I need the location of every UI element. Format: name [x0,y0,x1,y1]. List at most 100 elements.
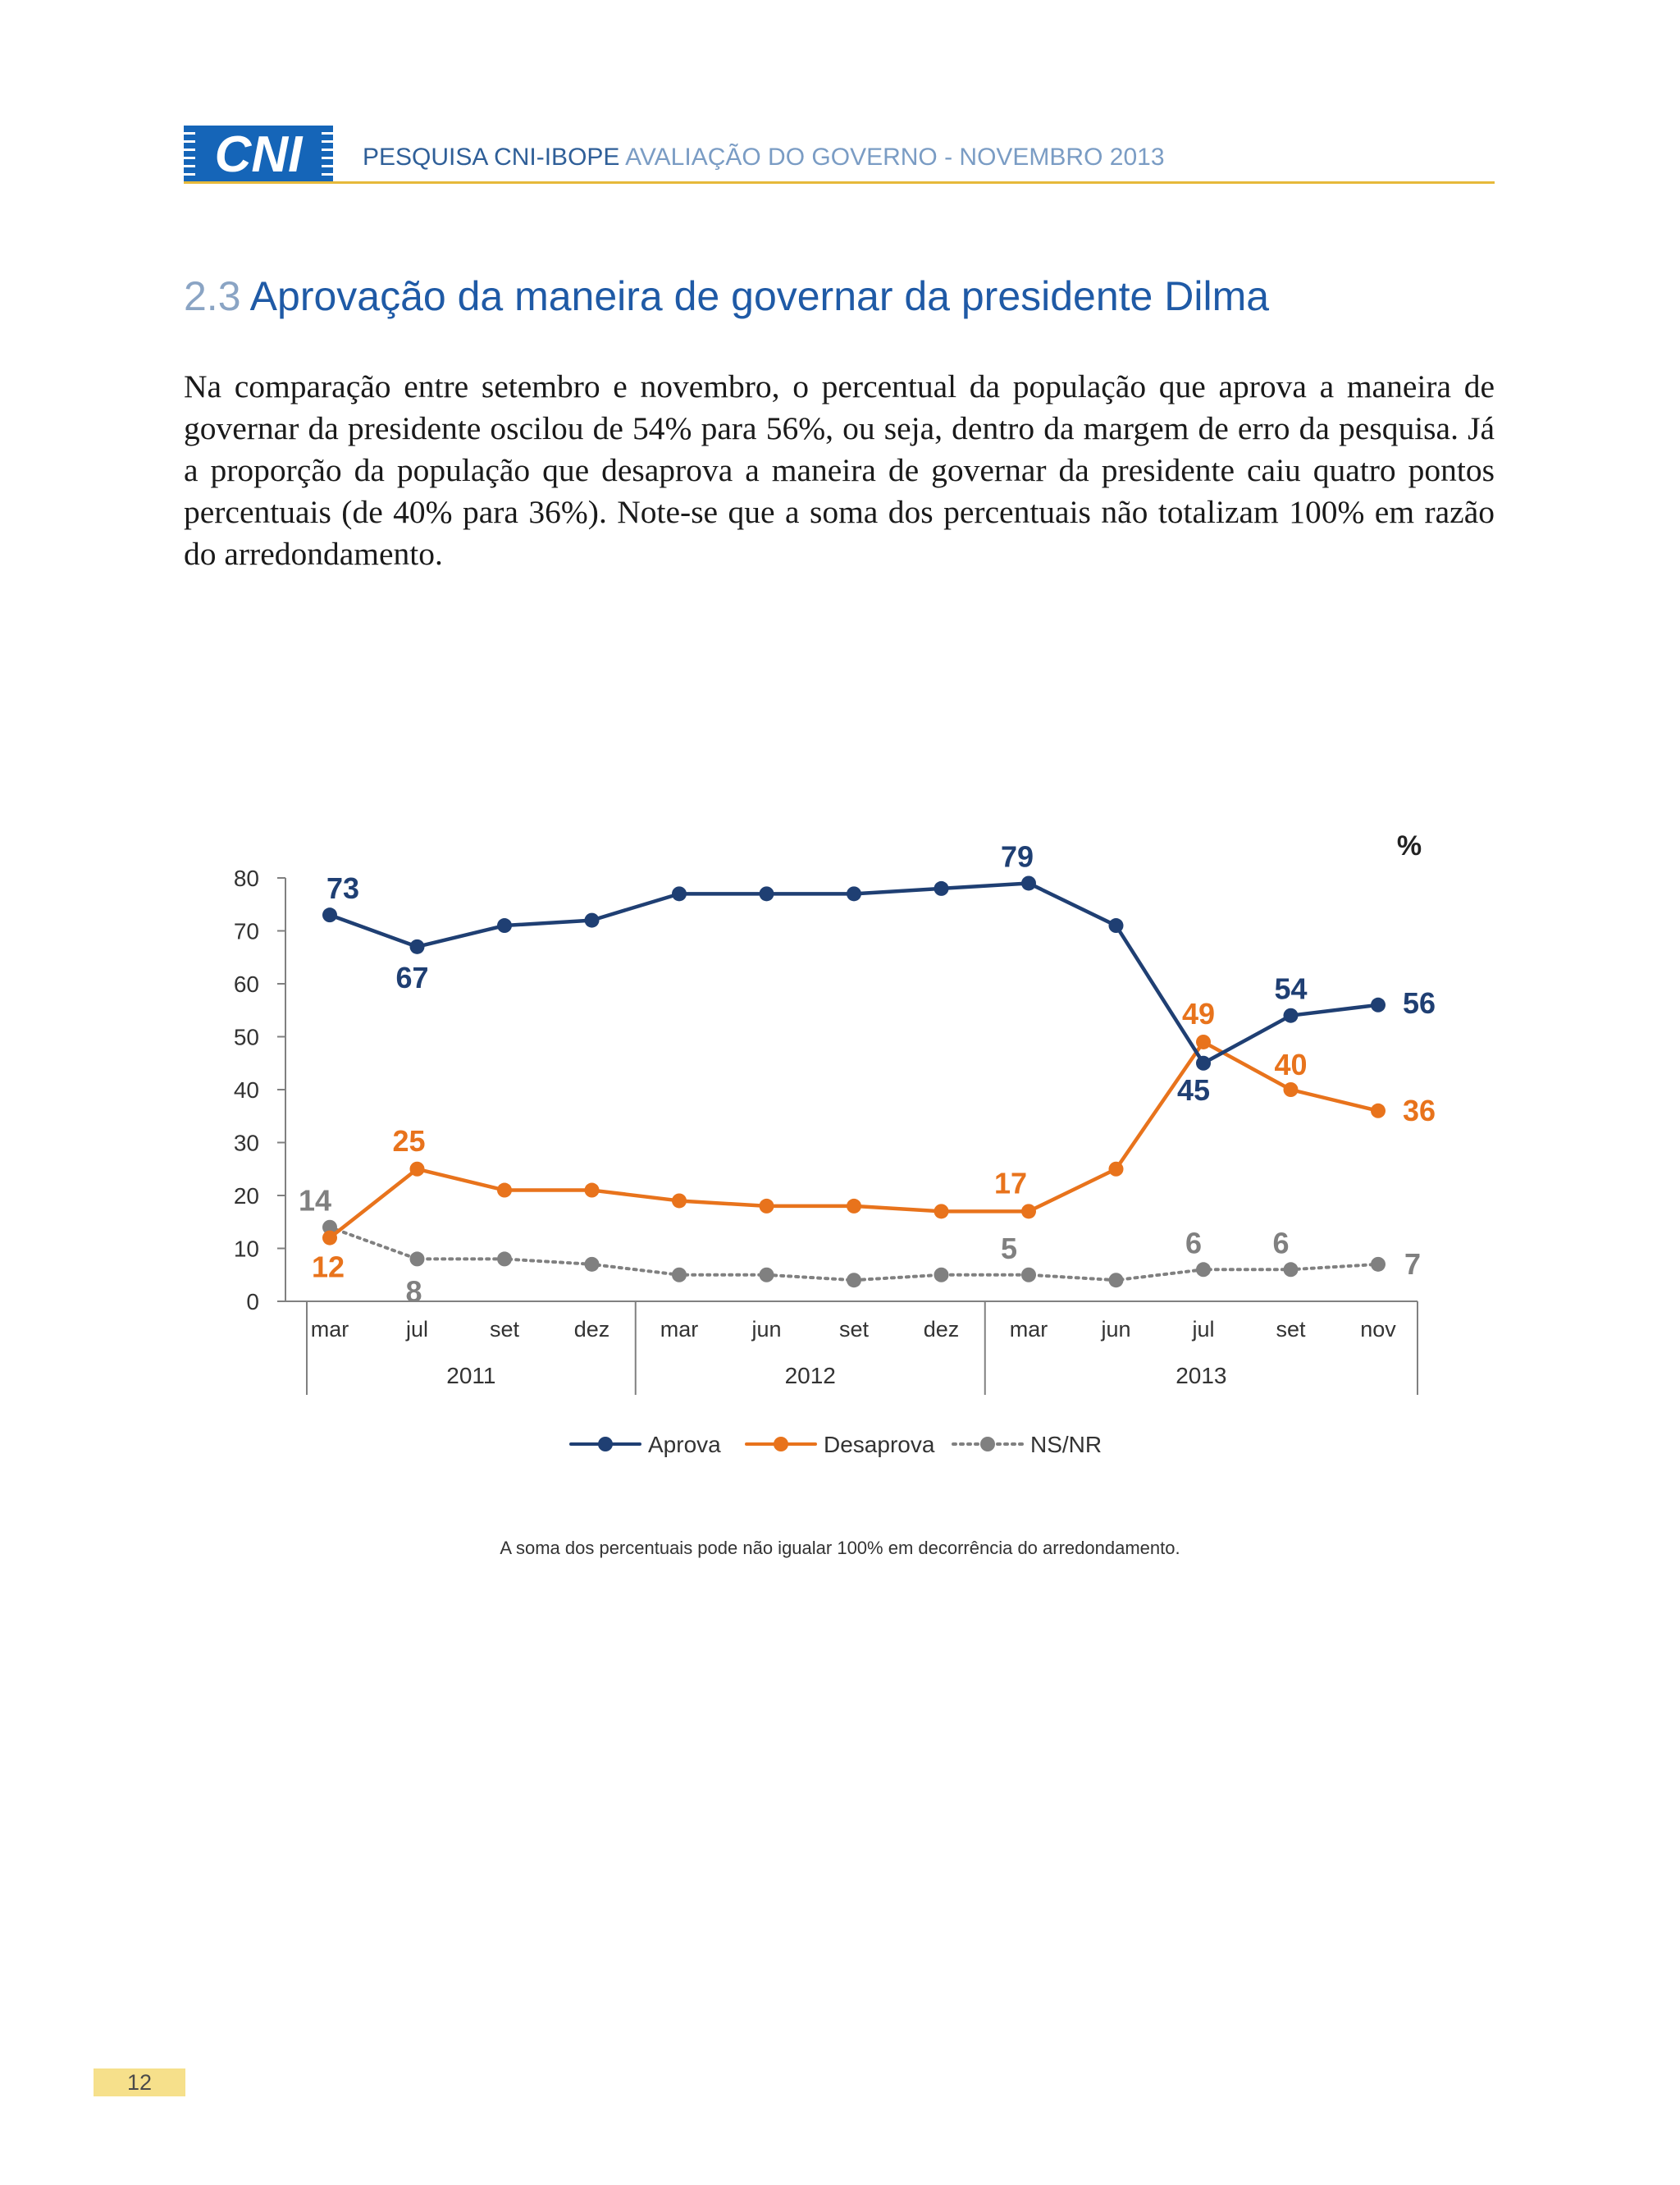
data-label: 36 [1403,1094,1436,1127]
legend-swatch-marker [774,1437,788,1451]
y-tick-label: 20 [234,1183,259,1209]
data-point [1021,875,1036,891]
data-point [1021,1204,1036,1219]
header-title-light: AVALIAÇÃO DO GOVERNO - NOVEMBRO 2013 [625,144,1165,171]
series-line-aprova [327,881,1381,1065]
data-label: 7 [1404,1247,1421,1281]
data-point [322,1230,337,1246]
data-point [672,1193,687,1209]
year-group-label: 2013 [1176,1363,1226,1388]
data-point [1371,997,1386,1013]
data-point [672,1267,687,1282]
data-point [1371,1103,1386,1118]
y-tick-label: 40 [234,1077,259,1103]
y-tick-label: 60 [234,971,259,997]
data-point [1108,1273,1124,1288]
header-rule [184,181,1495,184]
data-point [1108,1161,1124,1177]
data-label: 54 [1274,972,1307,1006]
x-tick-label: jun [1100,1317,1130,1342]
y-tick-label: 30 [234,1131,259,1156]
data-label: 8 [405,1274,422,1308]
data-point [322,907,337,923]
x-tick-label: dez [924,1317,960,1342]
x-tick-label: set [490,1317,520,1342]
data-point [847,1198,861,1214]
data-point [322,1219,337,1235]
data-point [409,1251,425,1267]
data-label: 14 [299,1184,331,1218]
x-tick-label: dez [574,1317,610,1342]
x-tick-label: nov [1360,1317,1396,1342]
data-label: 49 [1182,997,1215,1031]
data-point [409,1161,425,1177]
data-point [584,1256,600,1272]
data-label: 73 [326,871,359,905]
data-label: 40 [1274,1048,1307,1081]
section-title: 2.3 Aprovação da maneira de governar da … [184,272,1269,320]
section-number: 2.3 [184,273,241,319]
x-tick-label: set [1276,1317,1306,1342]
data-label: 17 [994,1166,1027,1200]
legend-label: Aprova [648,1432,721,1457]
data-point [1196,1034,1211,1049]
series-line-nsnr [328,1225,1380,1282]
data-point [847,1273,861,1288]
logo-text: CNI [215,126,304,183]
data-point [1196,1055,1211,1071]
data-point [672,886,687,902]
data-point [1283,1262,1299,1278]
x-tick-label: jul [1191,1317,1214,1342]
data-point [497,1251,512,1267]
data-point [1196,1262,1211,1278]
data-label: 6 [1185,1226,1202,1259]
x-tick-label: mar [1010,1317,1048,1342]
x-tick-label: jun [751,1317,781,1342]
x-tick-label: mar [311,1317,349,1342]
data-point [759,1267,774,1282]
data-label: 45 [1177,1073,1210,1107]
year-group-label: 2012 [785,1363,836,1388]
y-tick-label: 0 [246,1289,259,1314]
data-point [1021,1267,1036,1282]
data-label: 12 [312,1250,345,1284]
data-point [934,1267,949,1282]
unit-label: % [1397,830,1422,862]
data-label: 5 [1001,1232,1017,1265]
legend-swatch-marker [980,1437,995,1451]
data-point [759,1198,774,1214]
section-title-text: Aprovação da maneira de governar da pres… [249,273,1270,319]
data-point [1283,1082,1299,1097]
data-point [847,886,861,902]
header-title-bold: PESQUISA CNI-IBOPE [363,144,620,171]
data-label: 25 [392,1124,425,1158]
x-tick-label: set [839,1317,870,1342]
y-tick-label: 80 [234,866,259,891]
legend-label: NS/NR [1030,1432,1102,1457]
page-number: 12 [126,2070,153,2095]
data-point [1108,918,1124,934]
cni-logo: CNI [184,126,333,183]
data-point [584,1182,600,1198]
data-label: 79 [1001,839,1034,873]
data-point [409,939,425,954]
data-point [1371,1256,1386,1272]
body-paragraph: Na comparação entre setembro e novembro,… [184,368,1495,572]
page-number-box [94,2068,185,2096]
data-point [497,918,512,934]
header-title: PESQUISA CNI-IBOPE AVALIAÇÃO DO GOVERNO … [363,144,1165,171]
data-point [759,886,774,902]
chart-footnote: A soma dos percentuais pode não igualar … [500,1538,1180,1558]
data-label: 6 [1272,1226,1289,1259]
data-point [497,1182,512,1198]
data-label: 56 [1403,986,1436,1020]
data-point [934,1204,949,1219]
x-tick-label: jul [405,1317,428,1342]
y-tick-label: 70 [234,919,259,944]
y-tick-label: 10 [234,1236,259,1262]
x-tick-label: mar [660,1317,699,1342]
legend-label: Desaprova [824,1432,935,1457]
year-group-label: 2011 [446,1363,495,1388]
approval-line-chart: 0 10 20 30 40 50 60 70 80 mar jul set dez mar jun set de… [234,830,1436,1558]
data-label: 67 [395,961,428,994]
